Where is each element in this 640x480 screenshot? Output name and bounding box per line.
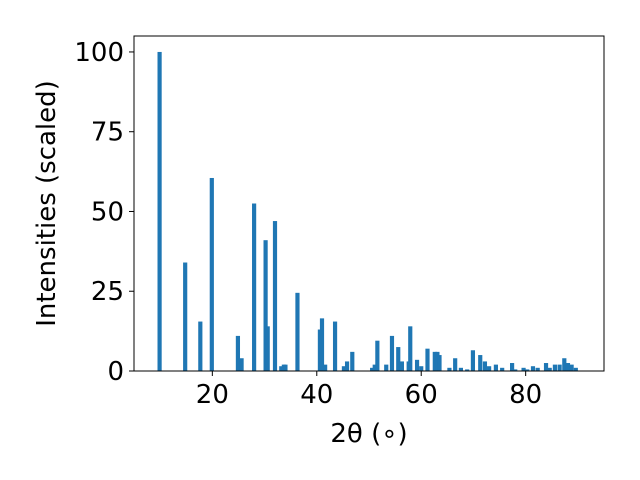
bar [437, 355, 442, 371]
bar [487, 366, 492, 371]
x-tick-label: 40 [300, 380, 333, 410]
bar [319, 318, 325, 371]
bar [569, 364, 574, 371]
bar [458, 367, 463, 371]
bar [350, 351, 355, 371]
y-tick-label: 75 [91, 118, 124, 148]
bar-series [157, 51, 578, 371]
bar [283, 364, 288, 371]
bar [399, 361, 404, 371]
bar [573, 367, 578, 371]
bar [332, 321, 338, 371]
bar [530, 366, 536, 371]
bar [478, 355, 483, 371]
bar [535, 367, 540, 371]
bar [372, 364, 377, 371]
bar [543, 363, 549, 371]
bar [408, 326, 413, 371]
y-tick-label: 100 [74, 38, 124, 68]
bar [482, 361, 488, 371]
x-tick-label: 20 [196, 380, 229, 410]
bar [565, 363, 571, 371]
bar [279, 366, 284, 371]
bar [370, 367, 375, 371]
bar [552, 364, 557, 371]
bar [500, 367, 505, 371]
y-tick-label: 50 [91, 197, 124, 227]
y-axis-label: Intensities (scaled) [32, 80, 62, 327]
bar [513, 369, 518, 371]
bar [239, 358, 244, 371]
bar [209, 177, 214, 371]
bar [157, 51, 162, 371]
y-tick-label: 0 [107, 357, 124, 387]
bar [272, 221, 278, 371]
bar [493, 364, 498, 371]
x-tick-label: 60 [405, 380, 438, 410]
bar [384, 364, 389, 371]
x-tick-label: 80 [509, 380, 542, 410]
bar [323, 364, 328, 371]
bar [198, 321, 203, 371]
bar [375, 340, 380, 371]
y-axis: 0 25 50 75 100 [74, 38, 134, 387]
bar [252, 203, 257, 371]
bar [396, 347, 401, 371]
bar [447, 367, 452, 371]
bar [432, 351, 437, 371]
bar [183, 262, 188, 371]
bar [453, 358, 458, 371]
bar [521, 367, 526, 371]
bar [525, 369, 530, 371]
plot-frame [133, 35, 605, 372]
bar [425, 348, 430, 371]
x-axis: 20 40 60 80 [196, 371, 542, 410]
bar [547, 367, 552, 371]
x-axis-label: 2θ (∘) [330, 419, 407, 449]
y-tick-label: 25 [91, 277, 124, 307]
bar [557, 364, 562, 371]
bar [562, 358, 567, 371]
bar [414, 359, 420, 371]
bar [265, 326, 270, 371]
bar [295, 292, 300, 371]
bar [341, 366, 347, 371]
bar [419, 366, 424, 371]
bar [344, 361, 350, 371]
bar [389, 335, 395, 371]
bar [470, 350, 476, 371]
bar [263, 240, 268, 371]
bar [465, 369, 470, 371]
bar [235, 335, 241, 371]
bar [510, 363, 515, 371]
